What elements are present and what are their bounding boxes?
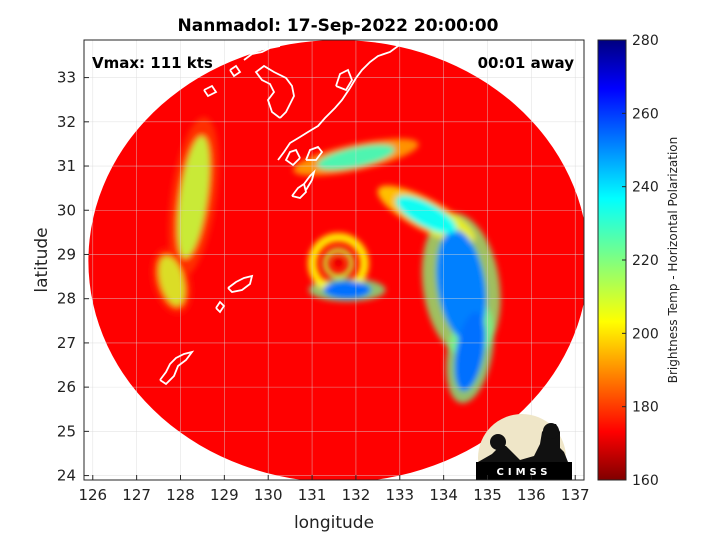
x-tick-label: 132	[342, 486, 371, 504]
southwest-band	[158, 255, 186, 307]
y-tick-label: 26	[57, 378, 76, 396]
logo-banner	[476, 462, 572, 480]
y-tick-label: 32	[57, 113, 76, 131]
x-tick-label: 134	[429, 486, 458, 504]
brightness-swath	[88, 40, 584, 480]
colorbar-tick-label: 200	[632, 326, 659, 342]
plot-area: CIMSS	[84, 40, 584, 480]
logo-water-tower-icon	[543, 423, 559, 439]
coastlines	[159, 41, 411, 386]
colorbar-tick-label: 240	[632, 180, 659, 196]
x-tick-label: 136	[517, 486, 546, 504]
x-tick-label: 126	[78, 486, 107, 504]
x-tick-label: 131	[298, 486, 327, 504]
y-tick-label: 25	[57, 422, 76, 440]
coastline-small-islands	[203, 64, 242, 98]
y-axis: 24 25 26 27 28 29 30 31 32 33	[57, 69, 89, 485]
y-tick-label: 29	[57, 245, 76, 263]
eastern-rainband-south	[454, 312, 486, 392]
coastline-amami	[215, 274, 254, 314]
coastline-tanegashima	[291, 169, 316, 199]
x-tick-label: 128	[166, 486, 195, 504]
colorbar-tick-label: 180	[632, 400, 659, 416]
x-tick-label: 130	[254, 486, 283, 504]
inner-ring	[322, 247, 354, 279]
colorbar-ticks: 160 180 200 220 240 260 280	[622, 33, 659, 489]
y-tick-label: 24	[57, 467, 76, 485]
coastline-okinawa	[159, 350, 195, 386]
x-tick-label: 127	[122, 486, 151, 504]
logo-text: CIMSS	[497, 467, 552, 478]
colorbar	[597, 39, 627, 481]
northeast-band	[395, 195, 457, 234]
logo-dish-icon	[490, 434, 506, 450]
eyewall-south	[323, 280, 372, 299]
x-tick-label: 133	[385, 486, 414, 504]
vmax-annotation: Vmax: 111 kts	[92, 54, 213, 72]
colorbar-label: Brightness Temp - Horizontal Polarizatio…	[666, 137, 680, 384]
x-axis-label: longitude	[294, 513, 374, 533]
coastline-kyushu	[243, 41, 411, 167]
y-tick-label: 33	[57, 69, 76, 87]
gridlines	[84, 40, 584, 480]
colorbar-tick-label: 280	[632, 33, 659, 49]
cimss-logo: CIMSS	[476, 414, 572, 480]
y-tick-label: 31	[57, 157, 76, 175]
y-tick-label: 28	[57, 290, 76, 308]
y-axis-label: latitude	[32, 227, 52, 292]
x-tick-label: 135	[473, 486, 502, 504]
colorbar-tick-label: 220	[632, 253, 659, 269]
colorbar-tick-label: 260	[632, 106, 659, 122]
colorbar-tick-label: 160	[632, 473, 659, 489]
y-tick-label: 30	[57, 201, 76, 219]
x-axis: 126 127 128 129 130 131 132 133 134 135 136 137	[78, 475, 590, 504]
time-offset-annotation: 00:01 away	[478, 54, 575, 72]
y-tick-label: 27	[57, 334, 76, 352]
x-tick-label: 129	[210, 486, 239, 504]
eye	[333, 256, 344, 267]
plot-frame	[83, 39, 585, 481]
chart-title: Nanmadol: 17-Sep-2022 20:00:00	[178, 16, 499, 36]
x-tick-label: 137	[561, 486, 590, 504]
